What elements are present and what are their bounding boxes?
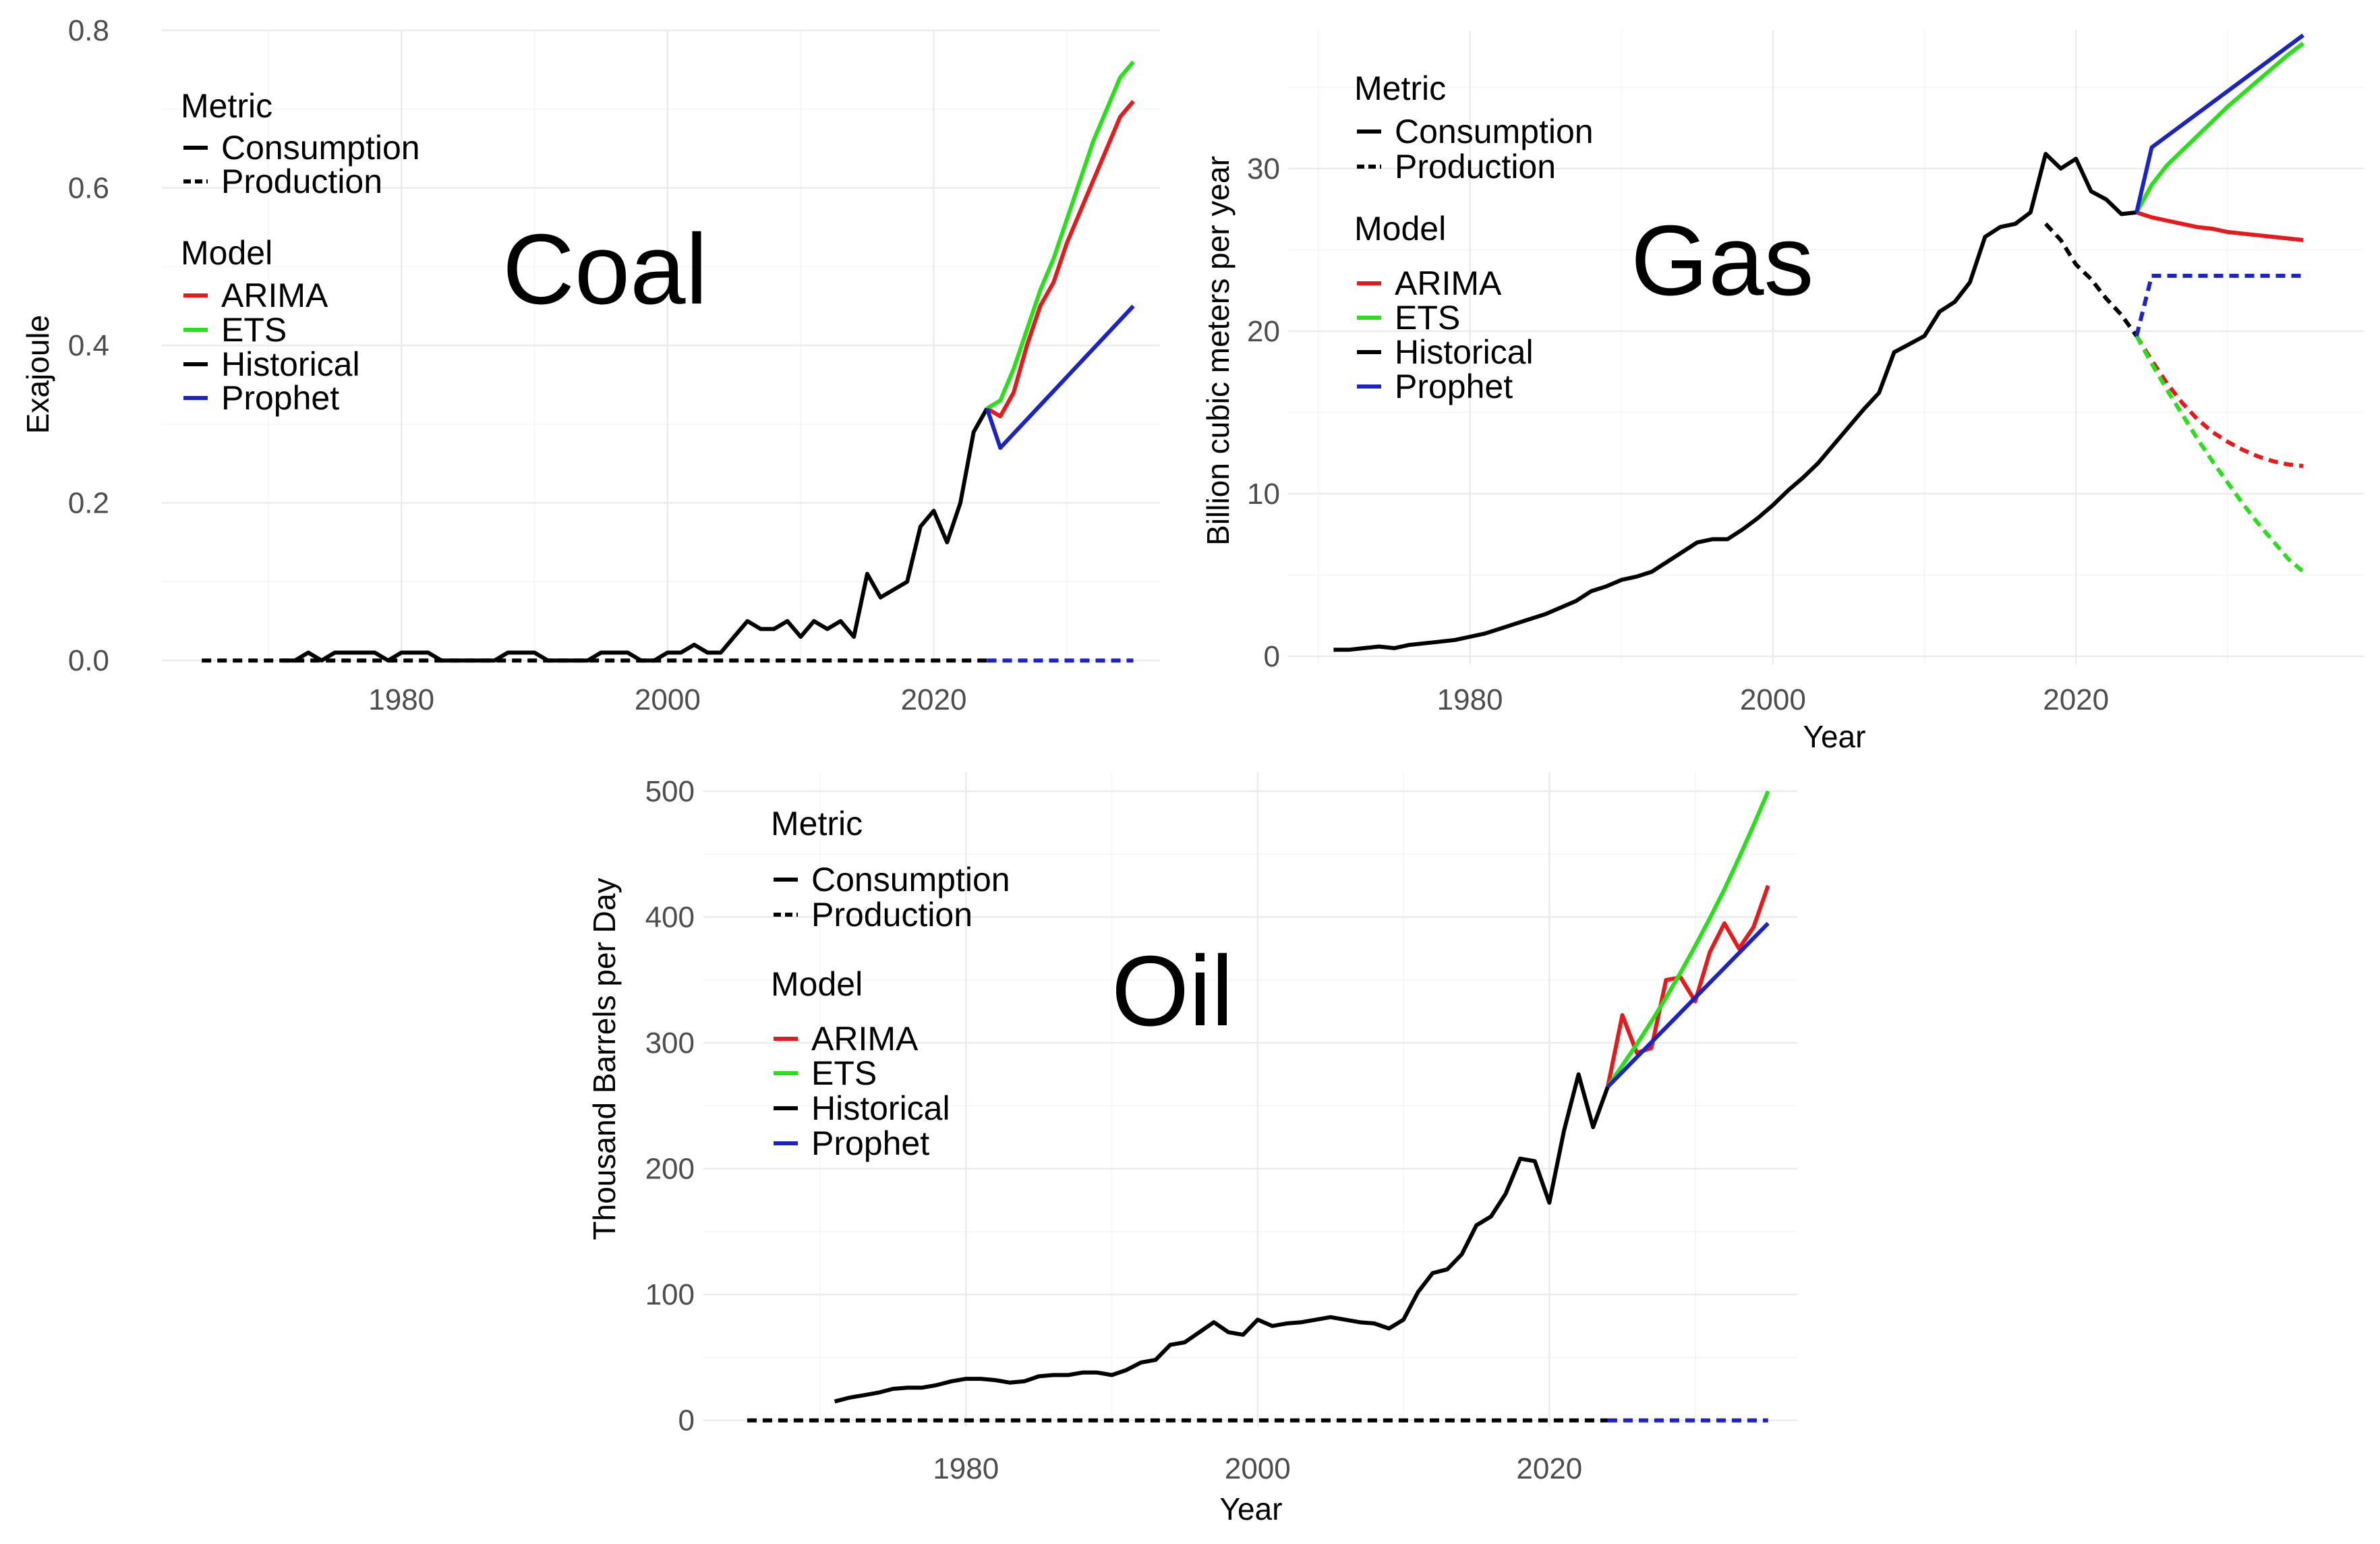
y-tick-label: 0.2 [68,487,109,520]
gas-arima-production-line [2137,336,2303,466]
gas-ets-production-line [2137,336,2303,571]
oil-chart-panel: 1980 2000 2020 0 100 200 300 400 500 Oil Thousan… [587,772,1797,1526]
gas-y-axis-title: Billion cubic meters per year [1200,156,1236,546]
gas-panel-title: Gas [1631,205,1813,316]
oil-x-axis-title: Year [1220,1491,1283,1526]
y-tick-label: 10 [1247,478,1280,511]
oil-legend: Metric Consumption Production Model ARIM… [771,805,1010,1162]
x-tick-label: 1980 [933,1452,999,1485]
legend-metric-title: Metric [181,87,272,125]
y-tick-label: 500 [645,775,695,808]
gas-prophet-production-line [2137,276,2303,336]
y-tick-label: 30 [1247,152,1280,185]
legend-label-production: Production [221,163,382,200]
legend-label-consumption: Consumption [1395,113,1594,150]
coal-panel-title: Coal [502,214,707,325]
y-tick-label: 200 [645,1153,695,1186]
legend-label-ets: ETS [811,1054,877,1092]
coal-ets-consumption-line [987,62,1134,409]
legend-label-historical: Historical [811,1089,950,1127]
y-tick-label: 0.4 [68,329,109,362]
gas-ets-consumption-line [2137,43,2303,212]
oil-prophet-consumption-line [1608,923,1768,1087]
legend-model-title: Model [771,965,863,1003]
y-tick-label: 0.6 [68,172,109,205]
x-tick-label: 2020 [901,683,967,716]
y-tick-label: 0 [1264,640,1280,673]
y-tick-label: 0.8 [68,14,109,47]
coal-y-axis-title: Exajoule [20,315,55,434]
coal-chart-panel: 1980 2000 2020 0.0 0.2 0.4 0.6 0.8 Coal Exajoul… [20,14,1160,716]
legend-label-arima: ARIMA [221,277,328,314]
y-tick-label: 20 [1247,315,1280,348]
legend-metric-title: Metric [1354,69,1446,107]
oil-y-axis-title: Thousand Barrels per Day [587,878,622,1240]
legend-model-title: Model [1354,210,1446,248]
legend-label-arima: ARIMA [811,1020,919,1058]
legend-metric-title: Metric [771,805,863,842]
legend-model-title: Model [181,234,272,272]
x-tick-label: 2000 [1225,1452,1291,1485]
legend-label-prophet: Prophet [1395,368,1513,405]
gas-legend: Metric Consumption Production Model ARIM… [1354,69,1594,405]
legend-label-production: Production [811,896,973,934]
coal-arima-consumption-line [987,101,1134,416]
legend-label-arima: ARIMA [1395,264,1502,302]
y-tick-label: 300 [645,1027,695,1060]
coal-historical-consumption-line [282,409,987,661]
x-tick-label: 2020 [2043,683,2109,716]
oil-arima-consumption-line [1608,886,1768,1087]
legend-label-production: Production [1395,148,1556,185]
y-tick-label: 0.0 [68,644,109,677]
chart-figure: 1980 2000 20200.00.20.40.60.8 Coal Exajoul… [0,0,2380,1544]
gas-historical-production-line [2045,224,2137,336]
legend-label-historical: Historical [221,345,360,383]
x-tick-label: 1980 [368,683,434,716]
y-tick-label: 400 [645,901,695,934]
x-tick-label: 2000 [1740,683,1806,716]
legend-label-consumption: Consumption [811,861,1010,898]
legend-label-historical: Historical [1395,333,1534,371]
legend-label-ets: ETS [1395,299,1460,337]
oil-historical-consumption-line [835,1075,1608,1402]
x-tick-label: 2020 [1516,1452,1582,1485]
legend-label-prophet: Prophet [221,379,339,417]
gas-chart-panel: 1980 2000 2020 0 10 20 30 Gas Billion cubic me… [1200,30,2364,754]
legend-label-prophet: Prophet [811,1124,929,1162]
x-tick-label: 1980 [1437,683,1503,716]
y-tick-label: 100 [645,1278,695,1311]
gas-x-axis-title: Year [1803,719,1866,754]
coal-legend: Metric Consumption Production Model ARIM… [181,87,420,417]
x-tick-label: 2000 [635,683,701,716]
legend-label-consumption: Consumption [221,129,420,167]
legend-label-ets: ETS [221,311,287,349]
y-tick-label: 0 [678,1404,695,1437]
gas-arima-consumption-line [2137,212,2303,240]
oil-panel-title: Oil [1111,936,1233,1047]
